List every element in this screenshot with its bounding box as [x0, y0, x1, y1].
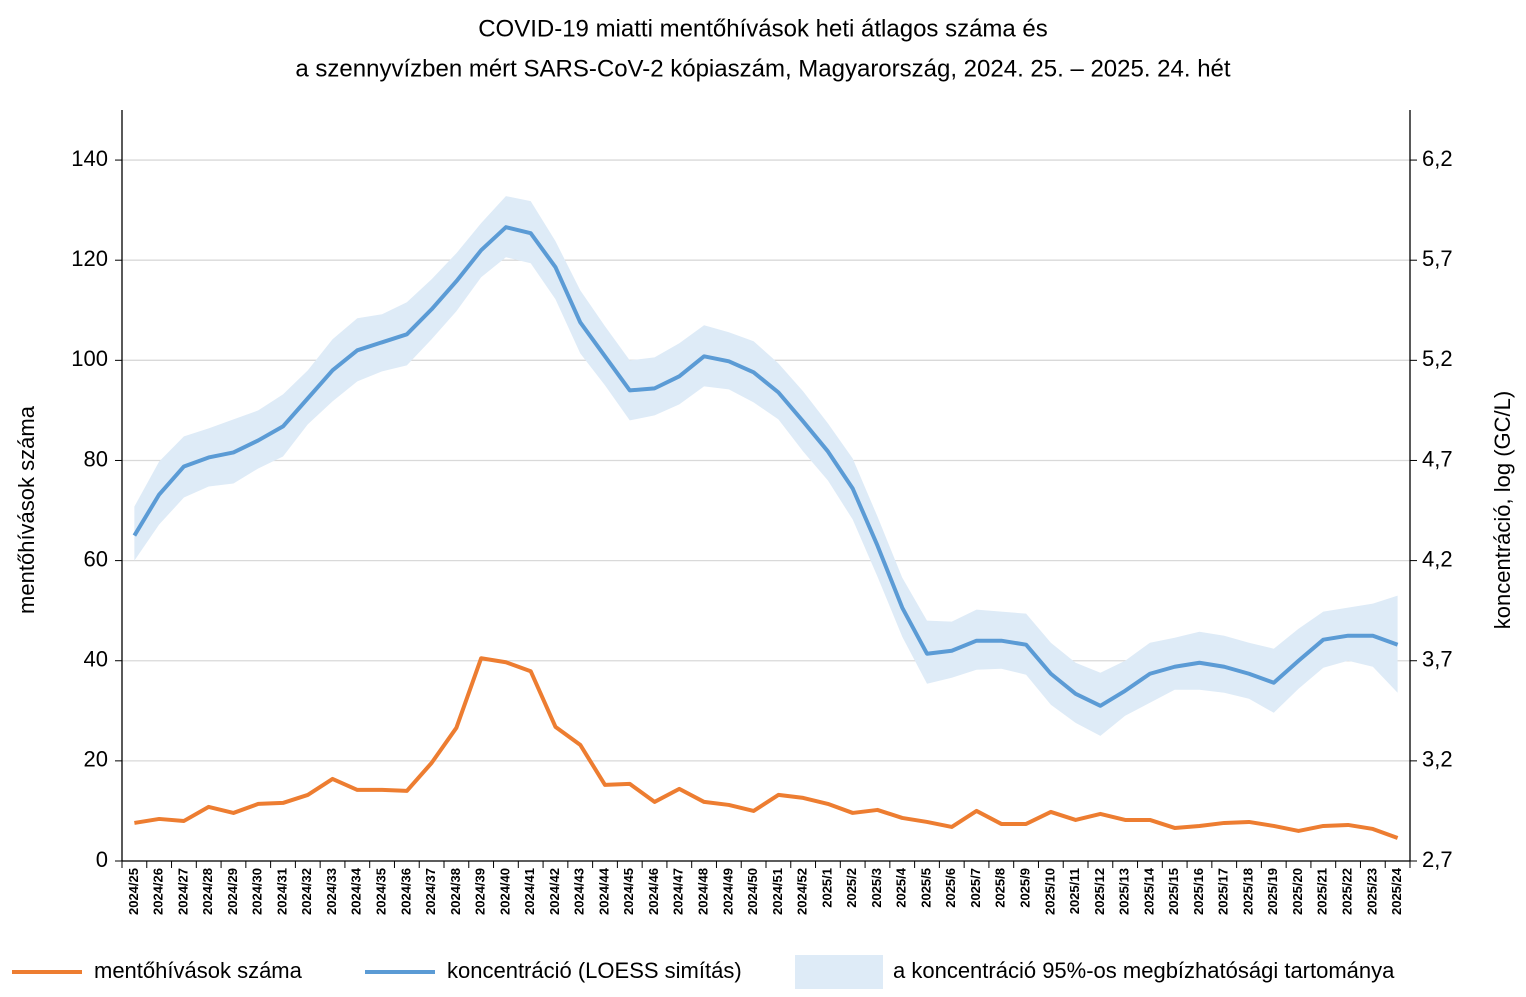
x-tick-label: 2024/34 — [349, 867, 364, 915]
x-tick-label: 2024/36 — [398, 868, 413, 915]
y2-tick-label: 5,2 — [1422, 346, 1453, 371]
x-tick-label: 2025/8 — [993, 868, 1008, 908]
legend-swatch — [795, 955, 883, 989]
y-tick-label: 20 — [84, 747, 108, 772]
x-tick-label: 2024/33 — [324, 868, 339, 915]
y-tick-label: 60 — [84, 546, 108, 571]
x-tick-label: 2025/21 — [1315, 868, 1330, 915]
x-tick-label: 2024/49 — [720, 868, 735, 915]
x-tick-label: 2024/47 — [671, 868, 686, 915]
legend-label: a koncentráció 95%-os megbízhatósági tar… — [893, 958, 1395, 983]
x-tick-label: 2025/14 — [1141, 867, 1156, 915]
legend-label: mentőhívások száma — [94, 958, 303, 983]
x-tick-label: 2024/31 — [274, 868, 289, 915]
line-series — [132, 225, 1399, 708]
x-tick-label: 2024/41 — [522, 868, 537, 915]
y-tick-label: 140 — [71, 146, 108, 171]
x-tick-label: 2025/9 — [1018, 868, 1033, 908]
x-tick-label: 2025/12 — [1092, 868, 1107, 915]
legend-label: koncentráció (LOESS simítás) — [447, 958, 742, 983]
x-tick-label: 2024/50 — [745, 868, 760, 915]
x-tick-label: 2025/23 — [1364, 868, 1379, 915]
x-tick-label: 2024/52 — [795, 868, 810, 915]
x-tick-label: 2024/42 — [547, 868, 562, 915]
y2-tick-label: 4,7 — [1422, 446, 1453, 471]
y2-tick-label: 6,2 — [1422, 146, 1453, 171]
x-tick-label: 2024/25 — [126, 868, 141, 915]
x-tick-label: 2024/28 — [200, 868, 215, 915]
x-tick-label: 2025/20 — [1290, 868, 1305, 915]
y-tick-label: 40 — [84, 647, 108, 672]
x-tick-label: 2024/37 — [423, 868, 438, 915]
confidence-band — [134, 196, 1398, 736]
y-tick-label: 0 — [96, 847, 108, 872]
x-tick-label: 2025/3 — [869, 868, 884, 908]
x-tick-label: 2024/43 — [572, 868, 587, 915]
x-tick-label: 2024/38 — [448, 868, 463, 915]
x-tick-label: 2024/39 — [473, 868, 488, 915]
y2-tick-label: 4,2 — [1422, 546, 1453, 571]
y-tick-label: 120 — [71, 246, 108, 271]
x-tick-label: 2025/22 — [1340, 868, 1355, 915]
x-tick-label: 2025/24 — [1389, 867, 1404, 915]
x-tick-label: 2025/4 — [894, 867, 909, 908]
x-tick-label: 2025/7 — [968, 868, 983, 908]
x-tick-label: 2024/45 — [621, 868, 636, 915]
x-tick-label: 2024/40 — [497, 868, 512, 915]
x-tick-label: 2025/5 — [918, 868, 933, 908]
x-tick-label: 2024/48 — [696, 868, 711, 915]
x-tick-label: 2025/15 — [1166, 868, 1181, 915]
x-tick-label: 2025/18 — [1240, 868, 1255, 915]
line-series — [134, 656, 1399, 840]
y2-tick-label: 3,7 — [1422, 647, 1453, 672]
x-tick-label: 2024/46 — [646, 868, 661, 915]
x-tick-label: 2024/32 — [299, 868, 314, 915]
y2-tick-label: 2,7 — [1422, 847, 1453, 872]
x-tick-label: 2024/27 — [175, 868, 190, 915]
y2-tick-label: 3,2 — [1422, 747, 1453, 772]
y2-axis-label: koncentráció, log (GC/L) — [1490, 391, 1515, 629]
chart-title: COVID-19 miatti mentőhívások heti átlago… — [478, 15, 1048, 42]
x-tick-label: 2024/26 — [151, 868, 166, 915]
x-tick-label: 2025/6 — [943, 868, 958, 908]
y2-tick-label: 5,7 — [1422, 246, 1453, 271]
x-tick-label: 2025/1 — [819, 868, 834, 908]
x-tick-label: 2025/16 — [1191, 868, 1206, 915]
x-tick-label: 2025/11 — [1067, 868, 1082, 914]
chart-title: a szennyvízben mért SARS-CoV-2 kópiaszám… — [295, 55, 1231, 82]
x-tick-label: 2025/17 — [1216, 868, 1231, 915]
x-tick-label: 2024/51 — [770, 868, 785, 915]
x-tick-label: 2024/30 — [250, 868, 265, 915]
y-tick-label: 80 — [84, 446, 108, 471]
y-axis-label: mentőhívások száma — [14, 405, 39, 614]
x-tick-label: 2025/2 — [844, 868, 859, 908]
x-tick-label: 2024/44 — [596, 867, 611, 915]
y-tick-label: 100 — [71, 346, 108, 371]
x-tick-label: 2024/35 — [374, 868, 389, 915]
x-tick-label: 2025/13 — [1117, 868, 1132, 915]
x-tick-label: 2024/29 — [225, 868, 240, 915]
x-tick-label: 2025/10 — [1042, 868, 1057, 915]
x-tick-label: 2025/19 — [1265, 868, 1280, 915]
